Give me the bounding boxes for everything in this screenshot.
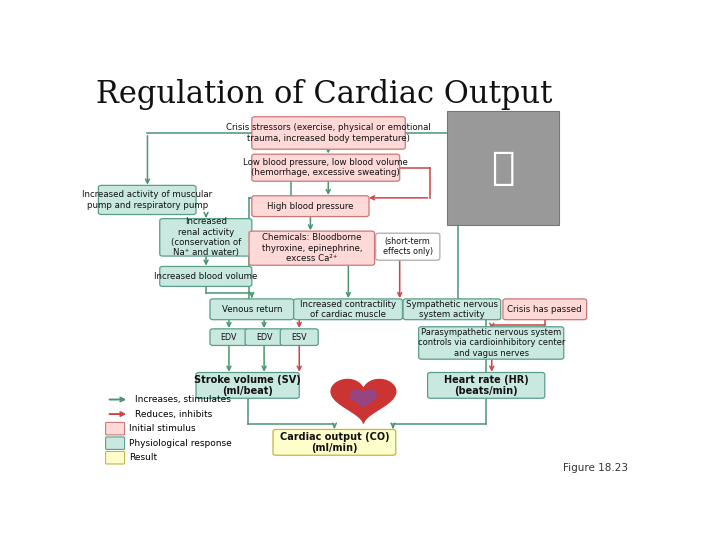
Text: Cardiac output (CO)
(ml/min): Cardiac output (CO) (ml/min) [279, 431, 390, 453]
FancyBboxPatch shape [447, 111, 559, 225]
Text: Initial stimulus: Initial stimulus [129, 424, 196, 433]
Text: Figure 18.23: Figure 18.23 [564, 463, 629, 473]
FancyBboxPatch shape [403, 299, 500, 320]
FancyBboxPatch shape [106, 437, 125, 449]
FancyBboxPatch shape [210, 299, 294, 320]
FancyBboxPatch shape [245, 329, 283, 346]
FancyBboxPatch shape [160, 219, 252, 256]
Text: EDV: EDV [221, 333, 237, 342]
Text: Physiological response: Physiological response [129, 438, 232, 448]
Text: Low blood pressure, low blood volume
(hemorrhage, excessive sweating): Low blood pressure, low blood volume (he… [243, 158, 408, 178]
Text: Parasympathetic nervous system
controls via cardioinhibitory center
and vagus ne: Parasympathetic nervous system controls … [418, 328, 565, 358]
FancyBboxPatch shape [252, 196, 369, 217]
FancyBboxPatch shape [196, 373, 300, 399]
FancyBboxPatch shape [252, 117, 405, 149]
Text: Crisis has passed: Crisis has passed [508, 305, 582, 314]
FancyBboxPatch shape [210, 329, 248, 346]
Polygon shape [351, 390, 377, 408]
Polygon shape [331, 380, 396, 423]
FancyBboxPatch shape [106, 422, 125, 435]
Text: Increased contractility
of cardiac muscle: Increased contractility of cardiac muscl… [300, 300, 396, 319]
FancyBboxPatch shape [106, 451, 125, 464]
Text: Increased blood volume: Increased blood volume [154, 272, 258, 281]
FancyBboxPatch shape [273, 429, 396, 455]
FancyBboxPatch shape [99, 185, 196, 214]
Text: Venous return: Venous return [222, 305, 282, 314]
Text: Regulation of Cardiac Output: Regulation of Cardiac Output [96, 79, 552, 110]
Text: Stroke volume (SV)
(ml/beat): Stroke volume (SV) (ml/beat) [194, 375, 301, 396]
Text: Sympathetic nervous
system activity: Sympathetic nervous system activity [406, 300, 498, 319]
Text: (short-term
effects only): (short-term effects only) [383, 237, 433, 256]
FancyBboxPatch shape [428, 373, 545, 399]
Text: Increased activity of muscular
pump and respiratory pump: Increased activity of muscular pump and … [82, 190, 212, 210]
Text: 👤: 👤 [491, 149, 515, 187]
Text: Crisis stressors (exercise, physical or emotional
trauma, increased body tempera: Crisis stressors (exercise, physical or … [226, 123, 431, 143]
Text: Result: Result [129, 453, 157, 462]
FancyBboxPatch shape [280, 329, 318, 346]
FancyBboxPatch shape [376, 233, 440, 260]
Text: EDV: EDV [256, 333, 272, 342]
Text: Reduces, inhibits: Reduces, inhibits [135, 409, 212, 418]
Text: ESV: ESV [292, 333, 307, 342]
Text: Increased
renal activity
(conservation of
Na⁺ and water): Increased renal activity (conservation o… [171, 217, 241, 258]
FancyBboxPatch shape [249, 231, 374, 265]
FancyBboxPatch shape [252, 154, 400, 181]
FancyBboxPatch shape [503, 299, 587, 320]
Text: Increases, stimulates: Increases, stimulates [135, 395, 230, 404]
FancyBboxPatch shape [294, 299, 402, 320]
Text: Chemicals: Bloodborne
thyroxine, epinephrine,
excess Ca²⁺: Chemicals: Bloodborne thyroxine, epineph… [261, 233, 362, 263]
FancyBboxPatch shape [160, 266, 252, 286]
Text: Heart rate (HR)
(beats/min): Heart rate (HR) (beats/min) [444, 375, 528, 396]
FancyBboxPatch shape [418, 327, 564, 359]
Text: High blood pressure: High blood pressure [267, 201, 354, 211]
